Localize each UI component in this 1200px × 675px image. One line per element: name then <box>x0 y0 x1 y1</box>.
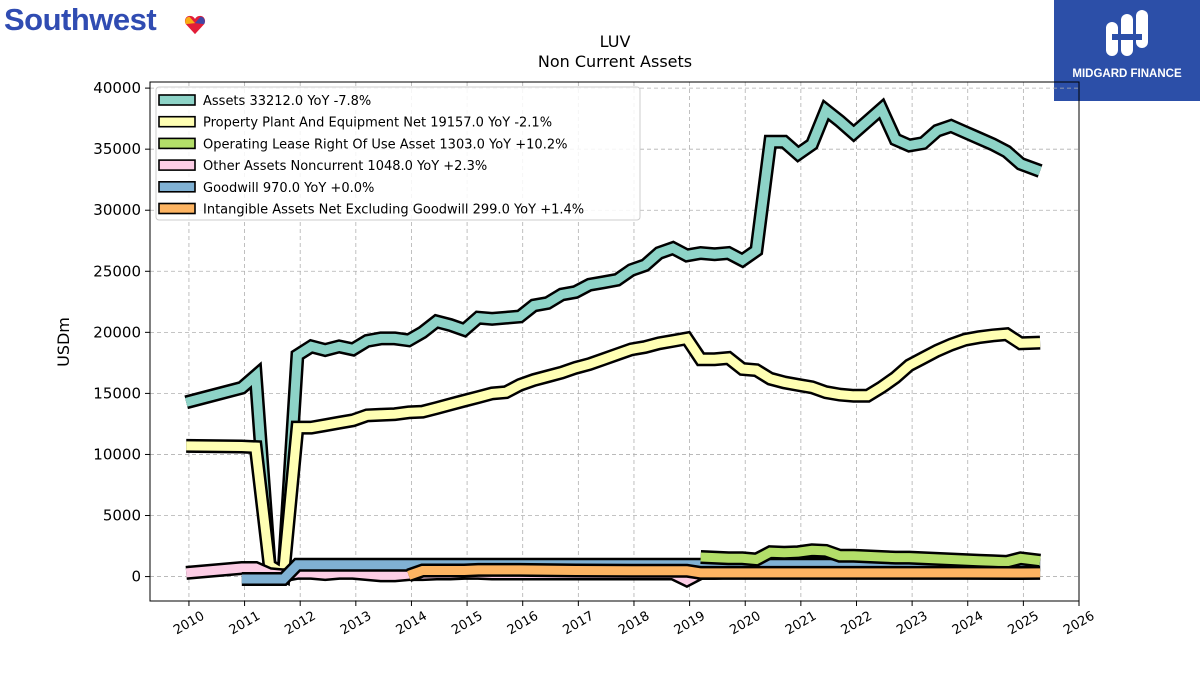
x-tick-label: 2012 <box>282 609 318 639</box>
x-tick-label: 2022 <box>839 609 875 639</box>
legend-label: Operating Lease Right Of Use Asset 1303.… <box>203 137 567 152</box>
y-tick-label: 10000 <box>93 445 141 463</box>
x-tick-label: 2025 <box>1006 609 1042 639</box>
partner-name: MIDGARD FINANCE <box>1072 68 1182 80</box>
x-tick-label: 2018 <box>616 609 652 639</box>
y-axis: 0 5000 10000 15000 20000 25000 30000 35000 40000 <box>93 79 150 586</box>
y-tick-label: 25000 <box>93 262 141 280</box>
y-tick-label: 30000 <box>93 201 141 219</box>
chart-subtitle: Non Current Assets <box>538 52 692 71</box>
legend-box <box>155 86 641 221</box>
series-line <box>185 101 1042 582</box>
legend-label: Assets 33212.0 YoY -7.8% <box>203 94 371 109</box>
chart-title: LUV <box>600 32 631 51</box>
legend-swatch <box>158 159 196 171</box>
legend-swatch <box>158 94 196 106</box>
x-tick-label: 2010 <box>171 609 207 639</box>
legend-label: Goodwill 970.0 YoY +0.0% <box>203 181 374 196</box>
x-tick-label: 2024 <box>950 609 986 639</box>
midgard-finance-logo: MIDGARD FINANCE <box>1054 0 1200 101</box>
y-tick-label: 20000 <box>93 323 141 341</box>
series-line <box>407 565 1041 580</box>
x-tick-label: 2021 <box>783 609 819 639</box>
x-tick-label: 2013 <box>338 609 374 639</box>
y-tick-label: 0 <box>131 568 141 586</box>
y-tick-label: 5000 <box>103 507 141 525</box>
x-tick-label: 2020 <box>727 609 763 639</box>
x-tick-label: 2019 <box>672 609 708 639</box>
midgard-emblem-icon <box>1106 10 1148 56</box>
legend: Assets 33212.0 YoY -7.8% Property Plant A… <box>155 86 641 221</box>
y-axis-label: USDm <box>54 317 73 367</box>
x-tick-label: 2015 <box>449 609 485 639</box>
plot-frame <box>149 81 1080 602</box>
legend-swatch <box>158 115 196 128</box>
x-tick-label: 2016 <box>505 609 541 639</box>
x-tick-label: 2026 <box>1061 609 1097 639</box>
legend-swatch <box>158 137 196 150</box>
series-line <box>186 329 1041 582</box>
y-tick-label: 15000 <box>93 384 141 402</box>
x-axis: 2010 2011 2012 2013 2014 2015 2016 2017 2018 2019… <box>171 601 1097 638</box>
x-tick-label: 2017 <box>561 609 597 639</box>
x-tick-label: 2014 <box>394 609 430 639</box>
x-tick-label: 2023 <box>894 609 930 639</box>
heart-icon <box>184 15 206 35</box>
legend-swatch <box>158 181 196 193</box>
legend-swatch <box>158 202 196 215</box>
y-tick-label: 40000 <box>93 79 141 97</box>
y-tick-label: 35000 <box>93 140 141 158</box>
x-tick-label: 2011 <box>227 609 263 639</box>
legend-label: Other Assets Noncurrent 1048.0 YoY +2.3% <box>203 159 487 174</box>
brand-name: Southwest <box>4 2 157 37</box>
legend-label: Property Plant And Equipment Net 19157.0… <box>203 116 552 131</box>
series-layer <box>184 97 1043 589</box>
legend-label: Intangible Assets Net Excluding Goodwill… <box>203 203 584 218</box>
series-line <box>700 545 1041 567</box>
